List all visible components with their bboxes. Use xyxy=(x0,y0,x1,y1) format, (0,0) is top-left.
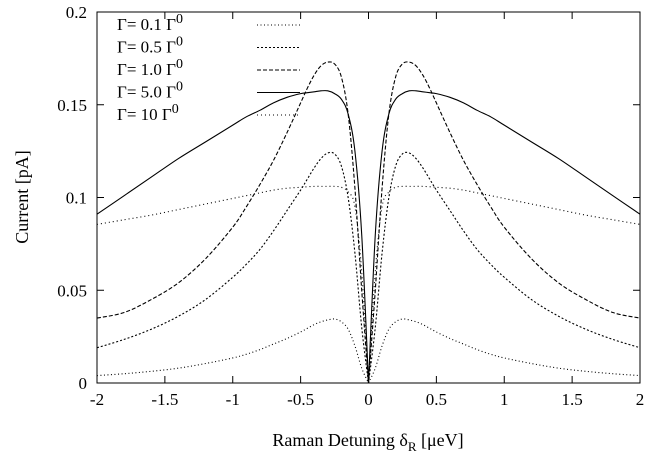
y-tick-label: 0.1 xyxy=(66,189,87,208)
series-line-1-right xyxy=(367,318,641,384)
x-tick-label: -0.5 xyxy=(287,390,314,409)
y-tick-label: 0.2 xyxy=(66,3,87,22)
y-tick-label: 0.05 xyxy=(57,281,87,300)
series-line-4-left xyxy=(96,90,370,384)
series-line-5-right xyxy=(367,185,641,384)
series-line-1-left xyxy=(96,318,370,384)
series-line-5-left xyxy=(96,185,370,384)
series-line-4-right xyxy=(367,90,641,384)
x-axis-label-sub: R xyxy=(408,439,417,454)
legend-label-2: Γ= 0.5 Γ0 xyxy=(117,35,183,57)
legend: Γ= 0.1 Γ0Γ= 0.5 Γ0Γ= 1.0 Γ0Γ= 5.0 Γ0Γ= 1… xyxy=(117,12,300,124)
x-tick-label: -2 xyxy=(90,390,104,409)
y-axis-label: Current [pA] xyxy=(12,150,32,243)
x-tick-label: 1.5 xyxy=(562,390,583,409)
x-tick-label: -1 xyxy=(226,390,240,409)
legend-label-1: Γ= 0.1 Γ0 xyxy=(117,12,183,34)
x-axis-label: Raman Detuning δR [μeV] xyxy=(272,430,463,454)
legend-label-3: Γ= 1.0 Γ0 xyxy=(117,57,183,79)
x-tick-label: 1 xyxy=(500,390,509,409)
series-line-3-right xyxy=(367,61,641,384)
series-line-3-left xyxy=(96,61,370,384)
x-tick-label: -1.5 xyxy=(151,390,178,409)
tick-labels: -2 -1.5 -1 -0.5 0 0.5 1 1.5 2 0 0.05 0.1 0.15 0.2 xyxy=(57,3,644,409)
x-tick-label: 0.5 xyxy=(426,390,447,409)
series-line-2-left xyxy=(96,151,370,384)
x-tick-label: 0 xyxy=(364,390,373,409)
x-tick-label: 2 xyxy=(636,390,645,409)
series-lines xyxy=(96,61,641,384)
x-axis-label-unit: [μeV] xyxy=(417,430,464,450)
y-tick-label: 0 xyxy=(79,374,88,393)
x-axis-label-main: Raman Detuning δ xyxy=(272,430,407,450)
legend-label-4: Γ= 5.0 Γ0 xyxy=(117,80,183,102)
legend-label-5: Γ= 10 Γ0 xyxy=(117,102,179,124)
y-tick-label: 0.15 xyxy=(57,96,87,115)
axis-ticks xyxy=(96,11,641,384)
